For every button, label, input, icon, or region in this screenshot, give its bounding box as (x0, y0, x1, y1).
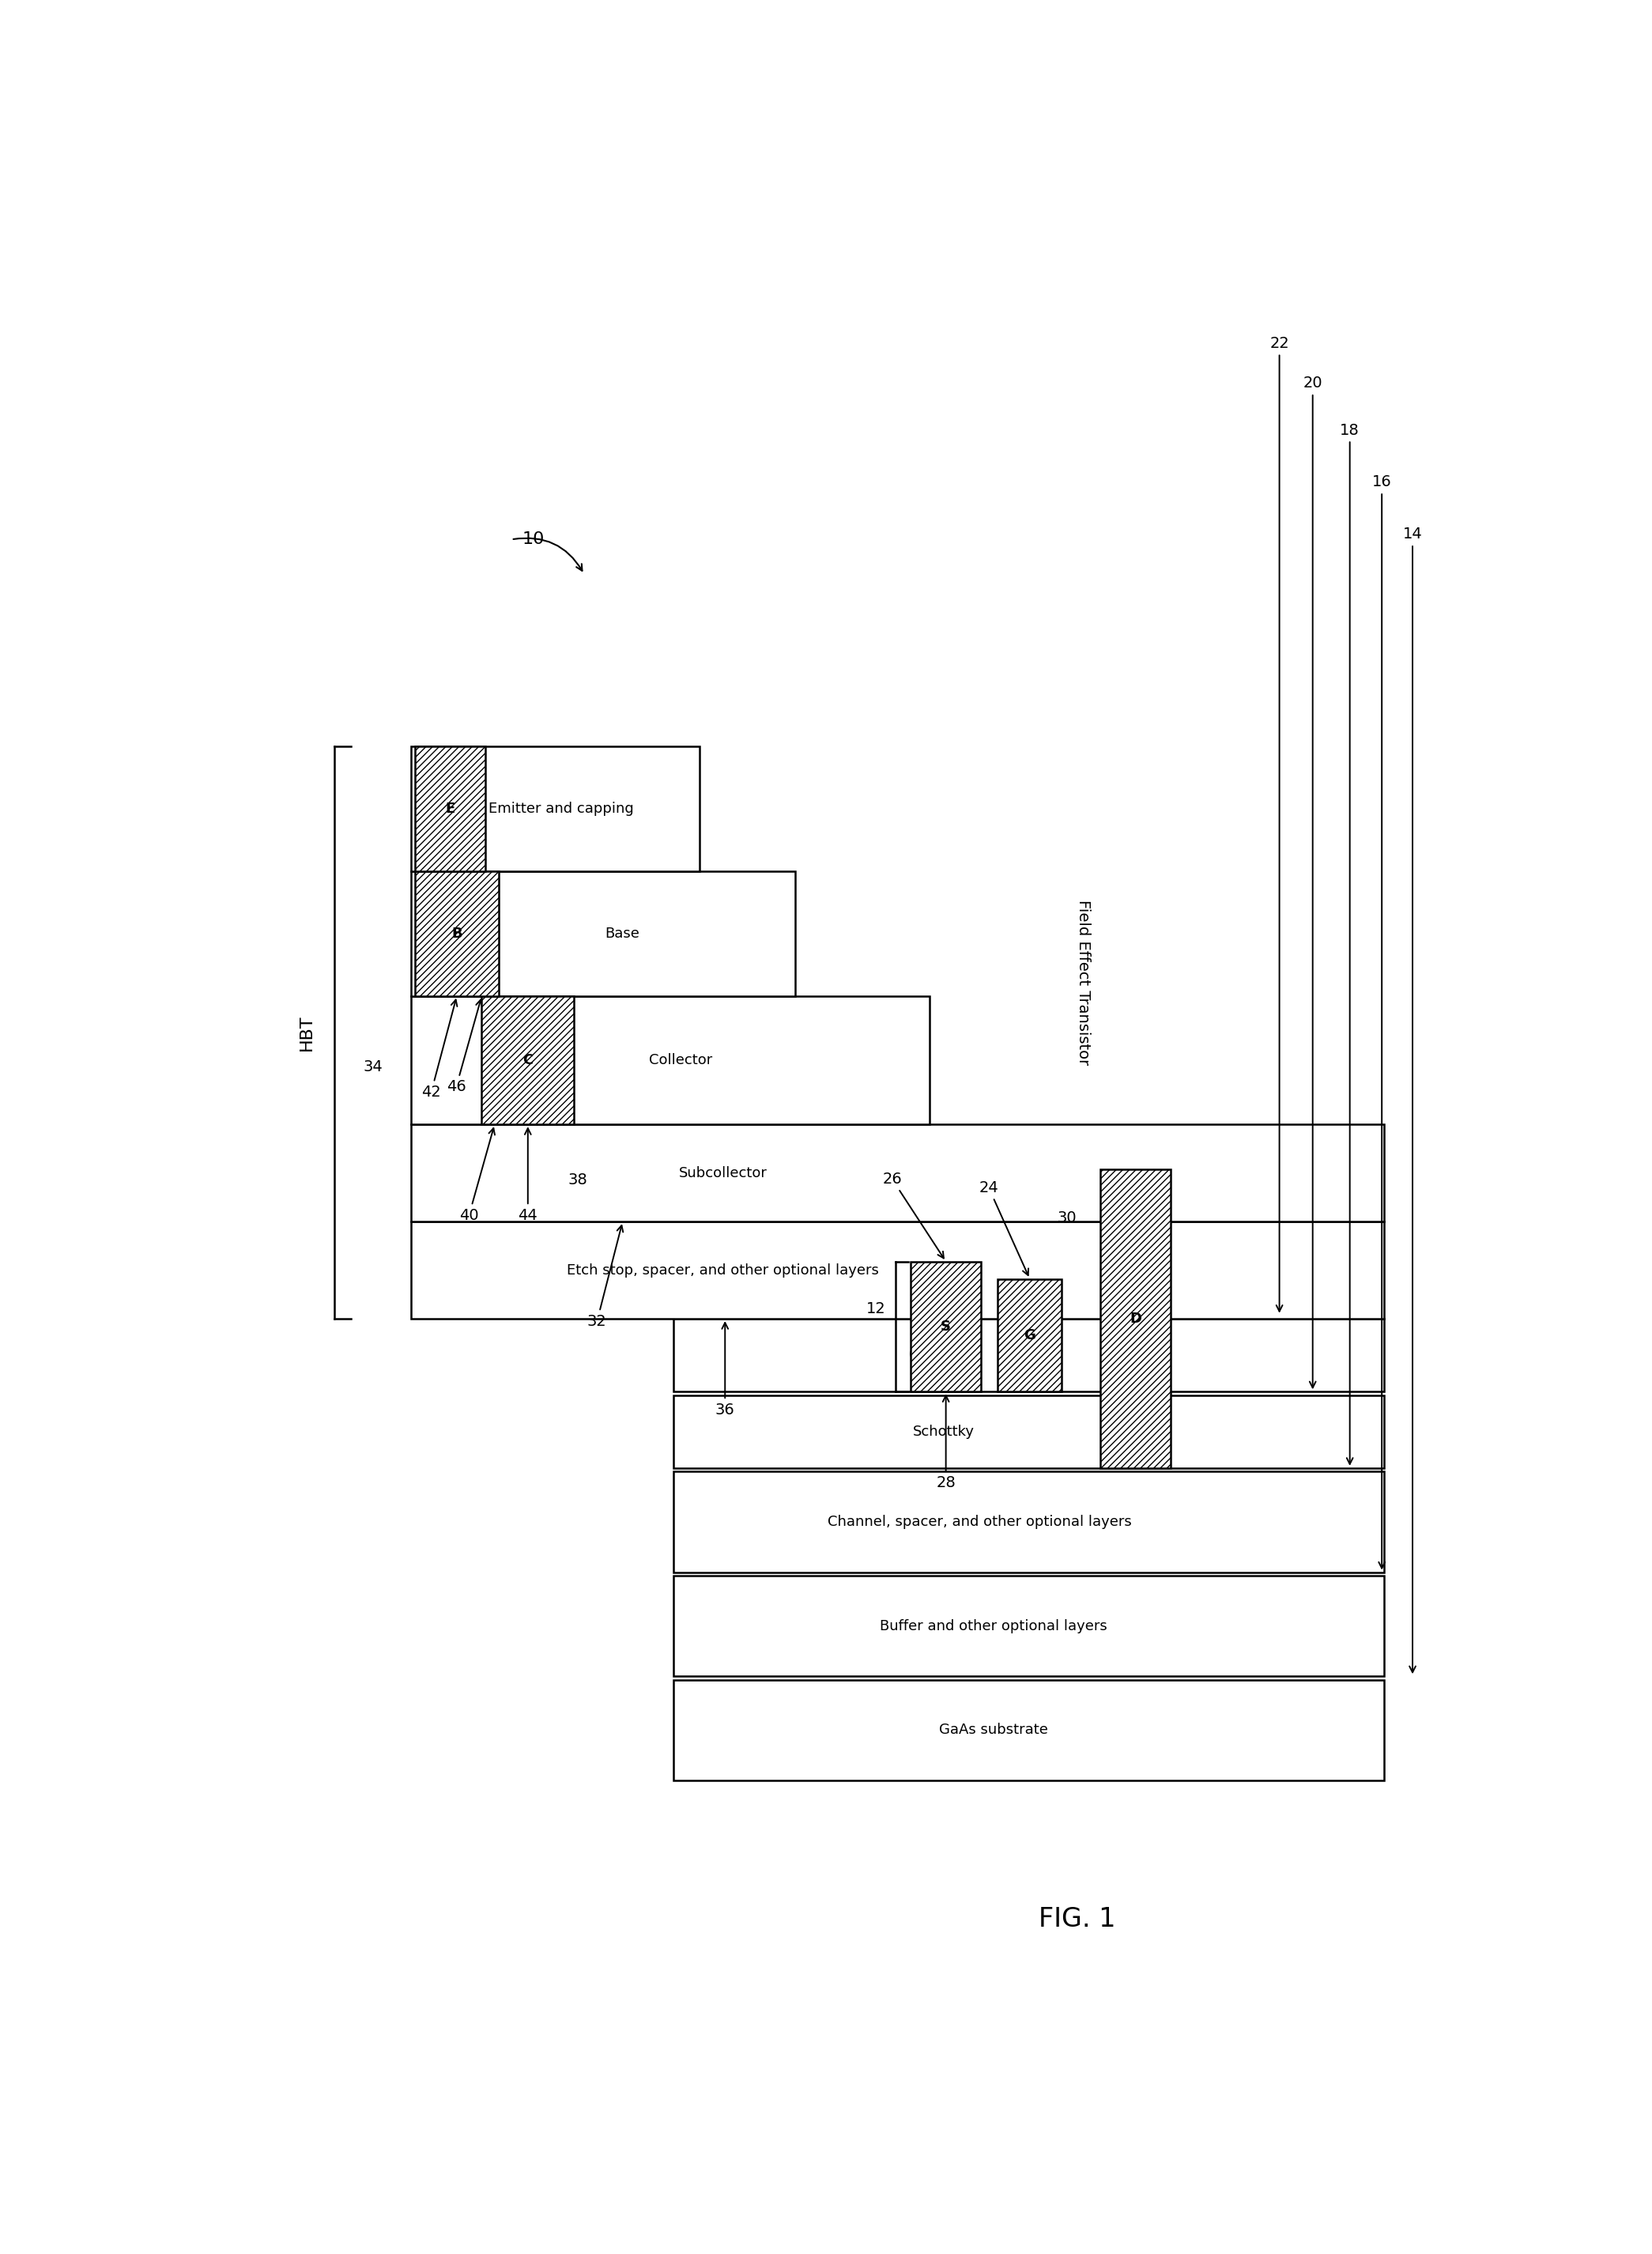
Text: 20: 20 (1303, 376, 1322, 1388)
Text: FIG. 1: FIG. 1 (1039, 1907, 1115, 1932)
Text: Contact: Contact (909, 1348, 965, 1361)
Bar (415, 746, 486, 870)
Bar (1100, 1170, 1171, 1467)
Bar (482, 996, 573, 1125)
Bar (674, 1319, 1384, 1391)
Text: G: G (1024, 1328, 1036, 1343)
Text: 30: 30 (1057, 1210, 1077, 1226)
Text: D: D (1130, 1312, 1142, 1325)
Text: 12: 12 (866, 1303, 885, 1316)
Bar (411, 1125, 1384, 1222)
Bar (674, 1679, 1384, 1781)
Text: Etch stop, spacer, and other optional layers: Etch stop, spacer, and other optional la… (567, 1262, 879, 1278)
Bar (411, 1222, 1384, 1319)
Text: 18: 18 (1340, 424, 1360, 1465)
Text: C: C (522, 1053, 534, 1068)
Text: 24: 24 (980, 1181, 1029, 1276)
Text: Channel, spacer, and other optional layers: Channel, spacer, and other optional laye… (828, 1515, 1132, 1528)
Bar (674, 1395, 1384, 1467)
Text: Emitter and capping: Emitter and capping (489, 802, 634, 816)
Text: Buffer and other optional layers: Buffer and other optional layers (881, 1618, 1107, 1634)
Text: 40: 40 (459, 1129, 496, 1224)
Text: 34: 34 (363, 1059, 383, 1075)
Text: 32: 32 (586, 1226, 623, 1330)
Text: Subcollector: Subcollector (679, 1165, 767, 1181)
Text: 38: 38 (568, 1172, 588, 1188)
Text: S: S (940, 1319, 952, 1334)
Text: E: E (446, 802, 456, 816)
Bar (910, 1262, 981, 1391)
Text: 48: 48 (421, 875, 451, 969)
Text: HBT: HBT (299, 1014, 314, 1050)
Bar (411, 996, 930, 1125)
Text: Base: Base (605, 926, 639, 940)
Text: GaAs substrate: GaAs substrate (938, 1722, 1047, 1738)
Text: 16: 16 (1373, 476, 1391, 1569)
Bar (674, 1472, 1384, 1573)
Text: 46: 46 (446, 1001, 482, 1095)
Text: B: B (451, 926, 463, 940)
Text: 22: 22 (1270, 336, 1289, 1312)
Text: 26: 26 (882, 1172, 943, 1258)
Bar (674, 1576, 1384, 1677)
Bar (411, 870, 796, 996)
Text: 28: 28 (937, 1395, 955, 1490)
Text: 36: 36 (715, 1323, 735, 1418)
Bar (415, 870, 499, 996)
Bar (998, 1278, 1062, 1391)
Text: Field Effect Transistor: Field Effect Transistor (1075, 899, 1090, 1064)
Text: 42: 42 (421, 1001, 458, 1100)
Text: 10: 10 (522, 532, 544, 548)
Text: Collector: Collector (649, 1053, 712, 1068)
Text: 44: 44 (519, 1129, 537, 1224)
Text: Schottky: Schottky (914, 1425, 975, 1438)
Bar (411, 746, 699, 870)
Text: 14: 14 (1403, 527, 1422, 1672)
